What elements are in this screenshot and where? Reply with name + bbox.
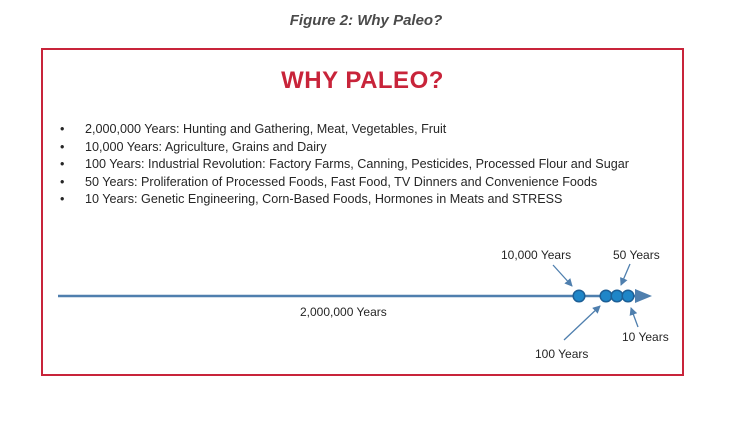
list-item-text: 2,000,000 Years: Hunting and Gathering, … [85, 122, 447, 136]
list-item: • 50 Years: Proliferation of Processed Fo… [57, 174, 629, 192]
list-item-text: 100 Years: Industrial Revolution: Factor… [85, 157, 629, 171]
bullet-icon: • [60, 122, 65, 136]
list-item-text: 10 Years: Genetic Engineering, Corn-Base… [85, 192, 563, 206]
marker-100-years [599, 289, 613, 303]
timeline-points-list: • 2,000,000 Years: Hunting and Gathering,… [57, 121, 629, 209]
pointer-arrow-50-icon [620, 263, 631, 286]
span-label: 2,000,000 Years [300, 305, 387, 319]
marker-label-100: 100 Years [535, 347, 588, 361]
bullet-icon: • [60, 174, 65, 189]
marker-label-50: 50 Years [613, 248, 660, 262]
list-item: • 100 Years: Industrial Revolution: Facto… [57, 156, 629, 174]
bullet-icon: • [60, 139, 65, 154]
list-item-text: 10,000 Years: Agriculture, Grains and Da… [85, 139, 327, 154]
list-item: • 10 Years: Genetic Engineering, Corn-Bas… [57, 191, 629, 209]
list-item-text: 50 Years: Proliferation of Processed Foo… [85, 174, 598, 189]
list-item: • 10,000 Years: Agriculture, Grains and D… [57, 139, 629, 157]
marker-10-years [621, 289, 635, 303]
marker-10000-years [572, 289, 586, 303]
bullet-icon: • [60, 192, 65, 206]
pointer-arrow-10-icon [629, 307, 639, 328]
figure-frame [41, 48, 684, 376]
marker-50-years [610, 289, 624, 303]
figure-caption: Figure 2: Why Paleo? [289, 12, 443, 29]
pointer-arrow-10000-icon [552, 264, 573, 287]
timeline-arrowhead-icon [635, 289, 652, 303]
figure-heading: WHY PALEO? [281, 67, 444, 94]
marker-label-10000: 10,000 Years [501, 248, 571, 262]
bullet-icon: • [60, 157, 65, 171]
marker-label-10: 10 Years [622, 330, 669, 344]
list-item: • 2,000,000 Years: Hunting and Gathering,… [57, 121, 629, 139]
pointer-arrow-100-icon [563, 305, 601, 341]
